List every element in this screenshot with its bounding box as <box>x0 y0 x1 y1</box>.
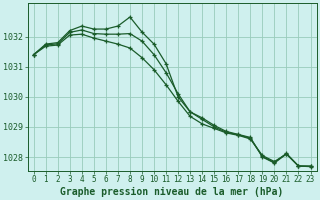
X-axis label: Graphe pression niveau de la mer (hPa): Graphe pression niveau de la mer (hPa) <box>60 186 284 197</box>
